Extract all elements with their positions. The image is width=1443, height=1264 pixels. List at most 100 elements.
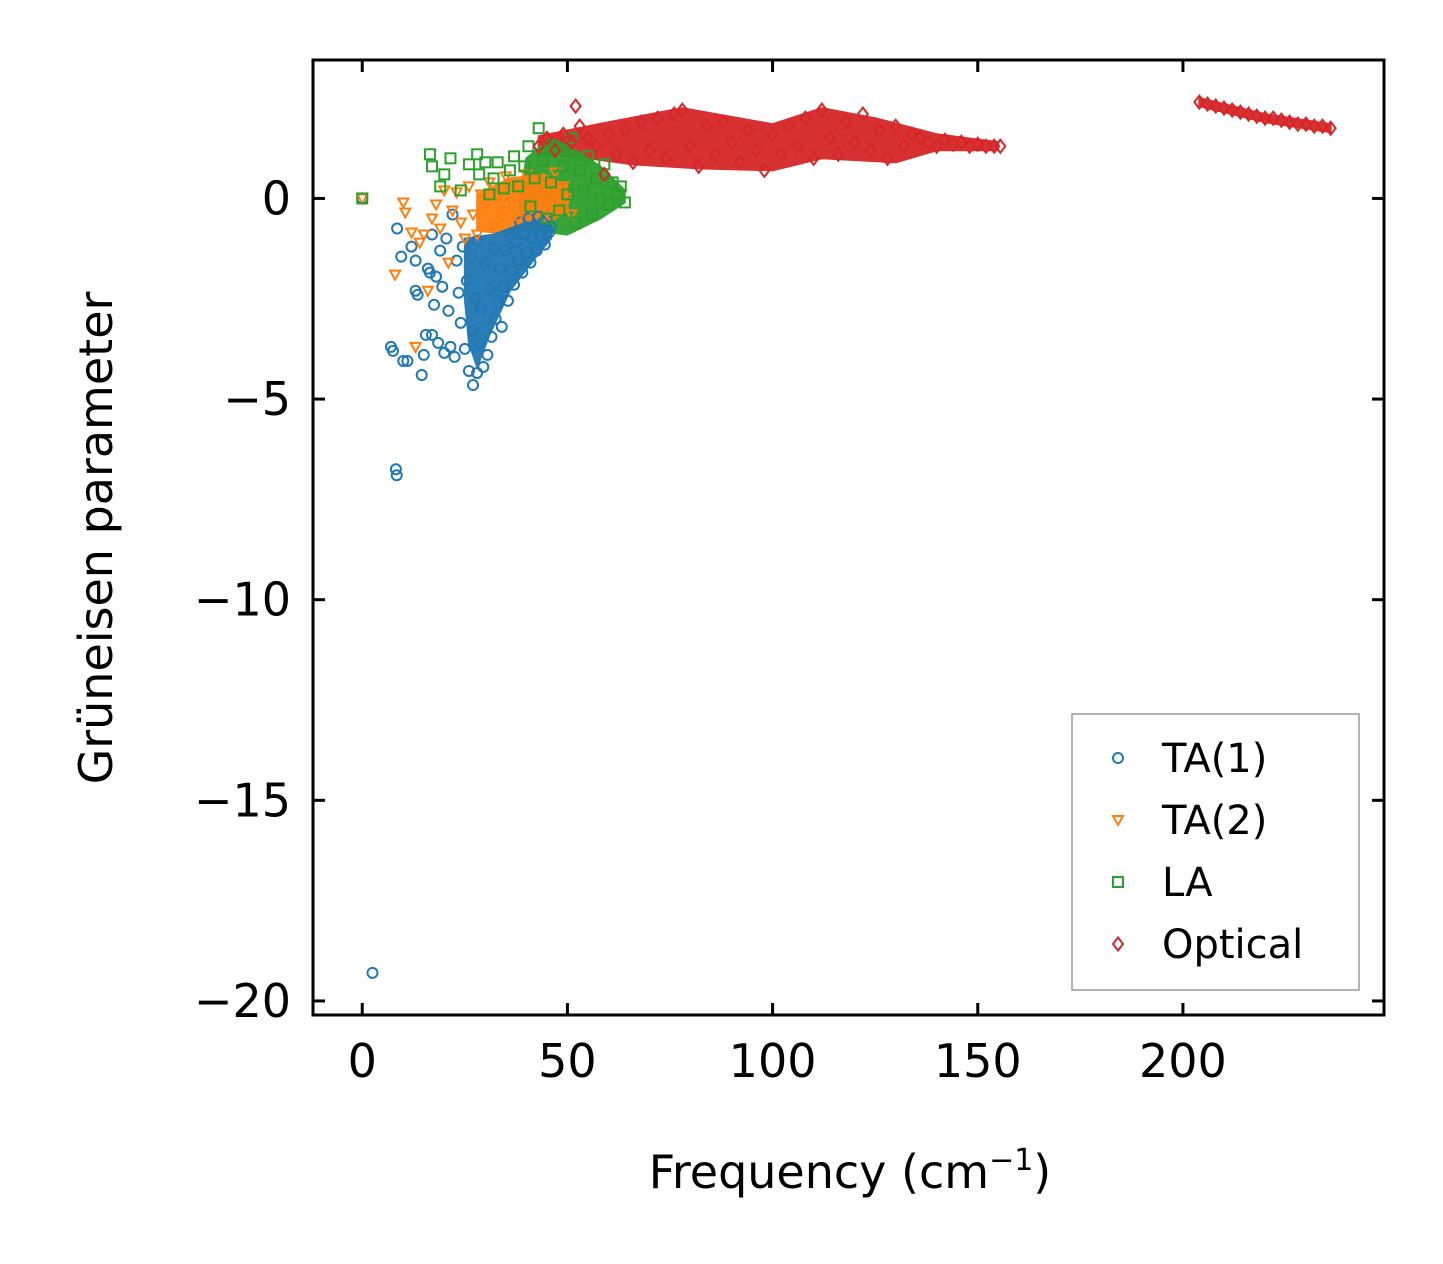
y-axis-label: Grüneisen parameter (69, 291, 123, 784)
point-optical-12 (618, 122, 632, 139)
point-ta1-11 (409, 254, 422, 267)
point-optical-20 (684, 138, 697, 155)
point-la-13 (491, 156, 504, 169)
point-optical-2 (548, 142, 562, 159)
point-ta1-47 (477, 360, 490, 373)
point-optical-37 (823, 130, 837, 147)
point-ta2-11 (433, 223, 447, 236)
point-la-21 (528, 172, 541, 185)
point-ta1-9 (401, 354, 414, 367)
point-optical-4 (565, 134, 578, 151)
point-ta1-44 (471, 234, 484, 247)
point-optical-72 (1299, 116, 1313, 133)
point-optical-70 (1283, 114, 1296, 131)
legend-label-optical: Optical (1162, 922, 1303, 968)
point-optical-22 (700, 118, 714, 135)
point-optical-40 (848, 134, 861, 151)
point-optical-60 (1201, 95, 1214, 113)
point-ta2-20 (470, 229, 484, 242)
point-ta2-19 (466, 209, 480, 222)
point-ta1-40 (467, 379, 480, 392)
point-la-18 (518, 160, 531, 173)
point-ta1-28 (442, 304, 455, 317)
y-tick-label-0: 0 (262, 171, 291, 225)
point-ta1-58 (499, 244, 512, 257)
point-ta1-20 (426, 328, 438, 341)
point-la-15 (503, 164, 516, 177)
point-la-3 (434, 180, 447, 193)
point-la-14 (497, 182, 510, 195)
point-ta1-59 (501, 294, 514, 307)
point-ta1-1 (366, 966, 379, 979)
point-la-43 (618, 196, 631, 209)
point-ta2-5 (408, 341, 423, 354)
point-optical-58 (994, 138, 1007, 155)
point-la-25 (545, 176, 557, 189)
point-ta1-71 (526, 232, 539, 245)
point-optical-19 (676, 102, 689, 119)
point-la-33 (577, 184, 590, 197)
point-ta1-36 (458, 342, 471, 355)
point-optical-10 (602, 126, 615, 143)
point-optical-62 (1217, 100, 1231, 117)
point-optical-45 (889, 118, 902, 135)
point-ta1-23 (432, 336, 445, 349)
point-ta2-26 (495, 211, 509, 224)
point-optical-31 (774, 146, 788, 163)
point-optical-39 (840, 114, 853, 131)
point-la-36 (590, 172, 603, 185)
point-la-9 (473, 168, 486, 181)
point-optical-21 (692, 158, 705, 175)
point-optical-26 (733, 154, 747, 171)
point-optical-34 (799, 110, 812, 127)
legend-marker-ta1 (1112, 752, 1124, 764)
point-optical-46 (897, 138, 911, 155)
point-ta2-1 (388, 269, 402, 282)
point-ta1-64 (512, 254, 525, 267)
point-optical-17 (659, 150, 673, 167)
x-tick-label-200: 200 (1139, 1034, 1227, 1088)
point-ta1-22 (430, 270, 443, 283)
point-ta1-49 (481, 348, 494, 361)
point-ta1-3 (387, 344, 400, 357)
point-la-7 (462, 158, 475, 171)
point-ta2-6 (412, 237, 427, 250)
point-ta1-46 (475, 302, 488, 315)
point-optical-43 (873, 122, 886, 139)
point-ta1-63 (510, 236, 523, 249)
plot-frame (311, 58, 1386, 1017)
legend-marker-la (1112, 876, 1124, 888)
legend: TA(1) TA(2) LA Optical (1071, 713, 1360, 991)
point-optical-47 (905, 126, 919, 143)
point-ta1-10 (405, 240, 418, 253)
point-optical-56 (979, 138, 993, 155)
point-optical-23 (708, 146, 722, 163)
point-ta2-30 (511, 213, 525, 226)
point-ta1-33 (452, 286, 465, 299)
point-ta1-48 (479, 256, 492, 269)
point-la-24 (540, 212, 553, 225)
point-la-28 (557, 160, 570, 173)
point-optical-28 (749, 142, 763, 159)
cluster-optical-1 (1198, 96, 1332, 134)
point-optical-75 (1324, 120, 1337, 137)
point-ta1-7 (395, 250, 408, 263)
point-ta2-41 (556, 181, 571, 194)
point-optical-25 (725, 134, 738, 151)
point-optical-67 (1258, 110, 1272, 127)
point-optical-74 (1316, 118, 1329, 135)
point-ta1-52 (487, 242, 500, 255)
point-la-12 (487, 172, 500, 185)
point-la-39 (602, 198, 615, 211)
point-optical-5 (569, 98, 582, 115)
point-optical-15 (643, 142, 656, 159)
point-optical-9 (598, 166, 611, 183)
point-la-16 (508, 150, 521, 163)
point-optical-27 (741, 122, 755, 139)
point-optical-66 (1250, 108, 1264, 125)
point-la-31 (569, 216, 582, 229)
point-optical-61 (1209, 98, 1223, 115)
point-optical-42 (864, 142, 878, 159)
